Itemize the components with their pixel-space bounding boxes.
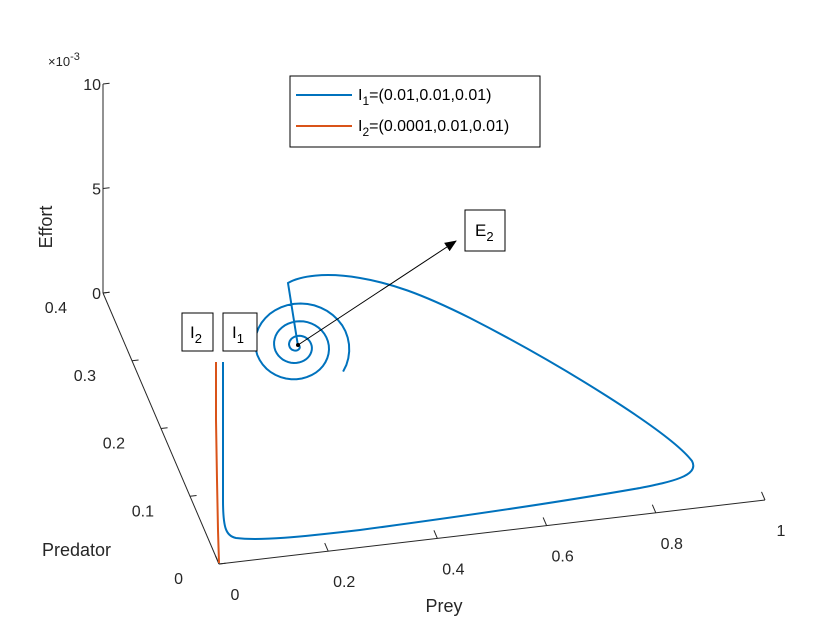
y-tick-label: 0.2 — [103, 436, 125, 453]
z-exponent-label: ×10-3 — [48, 51, 80, 69]
annotation-e2-sub: 2 — [486, 229, 493, 244]
z-tick-mark — [102, 82, 110, 85]
y-tick-label: 0 — [174, 571, 183, 588]
annotation-i2: I2 — [181, 312, 214, 352]
annotation-e2-main: E — [475, 221, 486, 240]
legend-entry-i1: I1=(0.01,0.01,0.01) — [358, 87, 491, 108]
x-tick-mark — [651, 504, 657, 513]
e2-arrow — [297, 240, 457, 346]
annotation-i1: I1 — [222, 312, 258, 352]
legend-i2-main: I — [358, 118, 362, 135]
y-tick-label: 0.4 — [45, 300, 67, 317]
y-tick-label: 0.1 — [132, 503, 154, 520]
z-tick-mark — [102, 187, 110, 189]
x-tick-label: 1 — [777, 523, 786, 540]
annotation-i1-sub: 1 — [237, 331, 244, 346]
z-exponent-power: -3 — [70, 51, 80, 63]
z-tick-label: 0 — [92, 286, 101, 303]
svg-text:I1: I1 — [232, 323, 244, 346]
svg-text:E2: E2 — [475, 221, 494, 244]
y-axis-label: Predator — [42, 540, 111, 560]
y-tick-label: 0.3 — [74, 368, 96, 385]
x-tick-label: 0.4 — [442, 561, 464, 578]
x-tick-label: 0.6 — [551, 549, 573, 566]
legend-i1-rest: =(0.01,0.01,0.01) — [369, 87, 491, 104]
z-axis-label: Effort — [36, 206, 56, 249]
legend-i1-sub: 1 — [362, 94, 369, 108]
x-tick-label: 0 — [231, 587, 240, 604]
x-tick-mark — [542, 517, 548, 526]
e2-point — [296, 343, 300, 347]
z-tick-mark — [102, 291, 110, 294]
x-axis-line — [218, 499, 766, 565]
series-line-i2 — [215, 362, 220, 564]
y-tick-mark — [160, 427, 168, 429]
z-exponent-base: ×10 — [48, 54, 70, 69]
legend-entry-i2: I2=(0.0001,0.01,0.01) — [358, 118, 509, 139]
x-tick-mark — [324, 542, 329, 552]
legend-i2-rest: =(0.0001,0.01,0.01) — [369, 118, 509, 135]
legend-i2-sub: 2 — [362, 125, 369, 139]
legend-box — [289, 75, 541, 148]
x-axis-label: Prey — [425, 596, 462, 616]
x-tick-label: 0.8 — [661, 536, 683, 553]
y-tick-mark — [131, 359, 139, 362]
z-tick-label: 10 — [83, 77, 101, 94]
svg-text:I2: I2 — [190, 323, 202, 346]
y-tick-mark — [189, 494, 197, 497]
legend: I1=(0.01,0.01,0.01) I2=(0.0001,0.01,0.01… — [289, 75, 541, 148]
annotation-i1-main: I — [232, 323, 237, 342]
x-tick-label: 0.2 — [333, 574, 355, 591]
x-tick-mark — [433, 530, 438, 539]
annotation-i2-main: I — [190, 323, 195, 342]
annotation-e2: E2 — [464, 209, 506, 252]
legend-i1-main: I — [358, 87, 362, 104]
z-tick-label: 5 — [92, 182, 101, 199]
y-tick-mark — [218, 562, 226, 565]
series-line-i1 — [222, 274, 695, 540]
x-tick-mark — [761, 491, 766, 501]
annotation-i2-sub: 2 — [195, 331, 202, 346]
